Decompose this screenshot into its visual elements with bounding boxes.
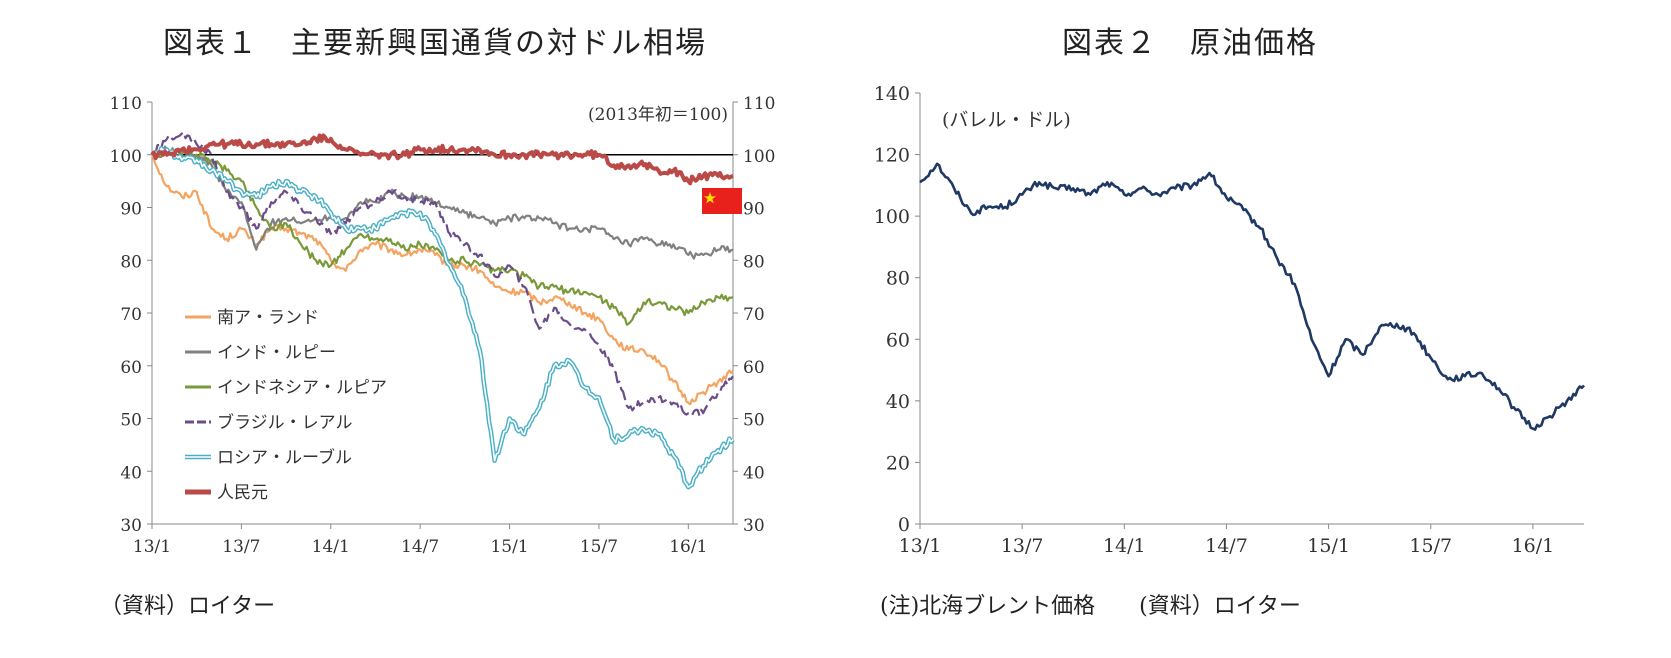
y-tick-label: 50 [120, 411, 142, 431]
series-line-インド・ルピー [151, 145, 734, 260]
x-tick-label: 14/7 [1205, 535, 1248, 557]
y-tick-label-right: 90 [743, 200, 765, 220]
x-tick-label: 14/1 [1103, 535, 1146, 557]
y-tick-label: 80 [886, 268, 910, 290]
series-line-ロシア・ルーブル-inner [151, 147, 734, 488]
y-tick-label: 30 [120, 516, 142, 536]
chart1-title: 図表１ 主要新興国通貨の対ドル相場 [163, 26, 707, 61]
y-tick-label: 0 [898, 514, 910, 536]
x-tick-label: 13/1 [133, 537, 171, 557]
x-tick-label: 13/7 [222, 537, 260, 557]
x-tick-label: 16/1 [669, 537, 707, 557]
chart2-title: 図表２ 原油価格 [1062, 26, 1318, 61]
legend-label: 人民元 [217, 483, 268, 503]
x-tick-label: 16/1 [1512, 535, 1555, 557]
y-tick-label: 20 [886, 452, 910, 474]
series-line-人民元 [150, 133, 734, 186]
legend-label: インド・ルピー [217, 343, 336, 363]
flag-star-icon [704, 192, 716, 204]
y-tick-label-right: 70 [743, 305, 765, 325]
series-line-南ア・ランド [150, 154, 734, 406]
series-line-ブラジル・レアル [151, 131, 734, 417]
x-tick-label: 13/7 [1001, 535, 1044, 557]
y-tick-label: 80 [120, 252, 142, 272]
y-tick-label-right: 60 [743, 358, 765, 378]
y-tick-label: 100 [874, 206, 910, 228]
x-tick-label: 15/7 [580, 537, 618, 557]
y-tick-label: 60 [886, 329, 910, 351]
chart2-source-note: (注)北海ブレント価格 (資料）ロイター [880, 594, 1301, 619]
x-tick-label: 15/1 [490, 537, 528, 557]
y-tick-label-right: 80 [743, 252, 765, 272]
legend-label: ロシア・ルーブル [217, 447, 352, 468]
legend-label: ブラジル・レアル [217, 412, 353, 433]
chart2: 0 20 40 60 80 100 120 140 13/1 13/7 14/1 14/7 15/1 15… [874, 83, 1585, 557]
legend-label: インドネシア・ルピア [217, 378, 387, 398]
x-tick-label: 14/1 [312, 537, 350, 557]
y-tick-label: 70 [120, 305, 142, 325]
series-line-price [919, 162, 1585, 431]
y-tick-label: 110 [110, 94, 142, 114]
y-tick-label-right: 110 [743, 94, 775, 114]
chart1-source-note: （資料）ロイター [100, 594, 276, 619]
y-tick-label: 40 [886, 391, 910, 413]
x-tick-label: 13/1 [899, 535, 942, 557]
y-tick-label: 120 [874, 145, 910, 167]
x-tick-label: 15/1 [1307, 535, 1350, 557]
unit-note: (バレル・ドル) [942, 109, 1071, 131]
y-tick-label: 90 [120, 200, 142, 220]
y-tick-label: 140 [874, 83, 910, 105]
chart1: 30 30 40 40 50 50 60 60 70 70 80 80 90 90 100 100 110 110… [110, 94, 776, 557]
y-tick-label-right: 30 [743, 516, 765, 536]
y-tick-label: 60 [120, 358, 142, 378]
legend-label: 南ア・ランド [217, 308, 319, 328]
x-tick-label: 15/7 [1409, 535, 1452, 557]
y-tick-label: 40 [120, 463, 142, 483]
y-tick-label-right: 50 [743, 411, 765, 431]
x-tick-label: 14/7 [401, 537, 439, 557]
y-tick-label: 100 [110, 147, 142, 167]
y-tick-label-right: 40 [743, 463, 765, 483]
unit-note: (2013年初＝100) [588, 105, 728, 125]
y-tick-label-right: 100 [743, 147, 775, 167]
